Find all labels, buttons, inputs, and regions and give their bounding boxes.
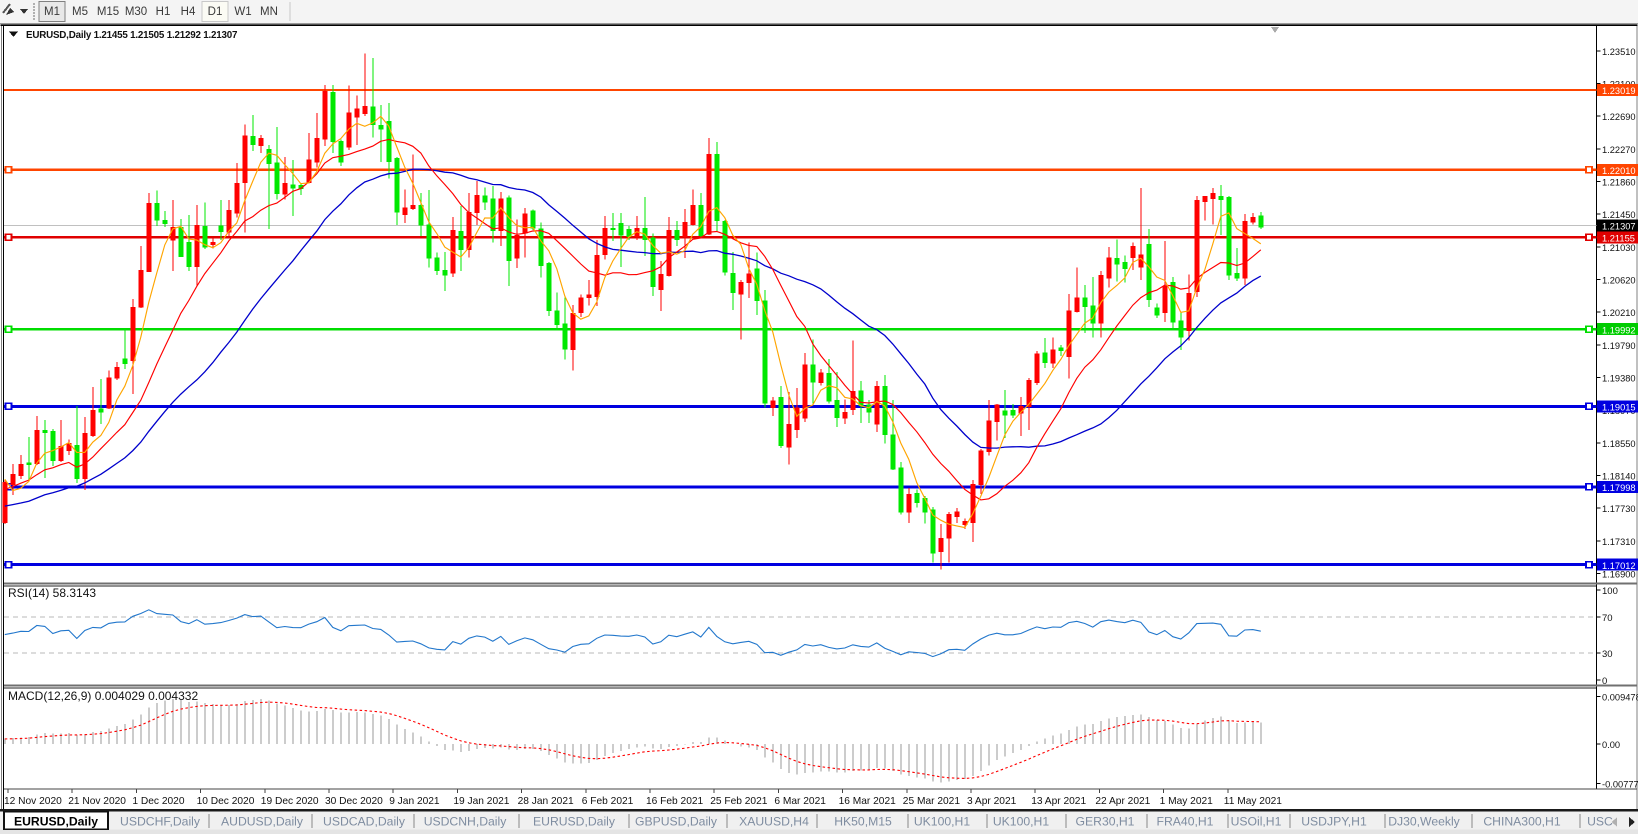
svg-text:1.22270: 1.22270 (1602, 145, 1636, 155)
svg-text:AUDUSD,Daily: AUDUSD,Daily (221, 815, 304, 829)
svg-text:10 Dec 2020: 10 Dec 2020 (197, 796, 255, 807)
svg-text:30: 30 (1602, 649, 1613, 660)
svg-text:MN: MN (260, 6, 278, 18)
svg-text:70: 70 (1602, 613, 1613, 624)
svg-text:RSI(14) 58.3143: RSI(14) 58.3143 (8, 586, 96, 600)
svg-text:1.21450: 1.21450 (1602, 210, 1636, 220)
svg-text:19 Jan 2021: 19 Jan 2021 (453, 796, 509, 807)
svg-text:1.21860: 1.21860 (1602, 178, 1636, 188)
svg-text:D1: D1 (208, 6, 223, 18)
svg-text:1.22010: 1.22010 (1602, 166, 1636, 176)
svg-text:USDCNH,Daily: USDCNH,Daily (424, 815, 508, 829)
svg-text:16 Feb 2021: 16 Feb 2021 (646, 796, 704, 807)
svg-text:28 Jan 2021: 28 Jan 2021 (518, 796, 574, 807)
svg-text:1.18550: 1.18550 (1602, 439, 1636, 449)
svg-text:DJ30,Weekly: DJ30,Weekly (1388, 815, 1460, 829)
svg-text:21 Nov 2020: 21 Nov 2020 (68, 796, 126, 807)
svg-text:1 May 2021: 1 May 2021 (1160, 796, 1214, 807)
svg-text:19 Dec 2020: 19 Dec 2020 (261, 796, 319, 807)
svg-text:M30: M30 (125, 6, 147, 18)
svg-text:1.17012: 1.17012 (1602, 561, 1636, 571)
svg-text:USOil,H1: USOil,H1 (1231, 815, 1282, 829)
svg-text:HK50,M15: HK50,M15 (834, 815, 892, 829)
svg-text:16 Mar 2021: 16 Mar 2021 (839, 796, 897, 807)
svg-text:CHINA300,H1: CHINA300,H1 (1483, 815, 1560, 829)
svg-text:1.19992: 1.19992 (1602, 325, 1636, 335)
svg-text:M5: M5 (72, 6, 88, 18)
svg-text:EURUSD,Daily: EURUSD,Daily (14, 815, 98, 829)
svg-text:30 Dec 2020: 30 Dec 2020 (325, 796, 383, 807)
svg-text:MACD(12,26,9) 0.004029 0.00433: MACD(12,26,9) 0.004029 0.004332 (8, 689, 198, 703)
svg-text:12 Nov 2020: 12 Nov 2020 (4, 796, 62, 807)
svg-text:FRA40,H1: FRA40,H1 (1157, 815, 1214, 829)
svg-text:XAUUSD,H4: XAUUSD,H4 (739, 815, 809, 829)
svg-text:1.21155: 1.21155 (1602, 234, 1635, 244)
svg-text:USDCAD,Daily: USDCAD,Daily (323, 815, 406, 829)
svg-text:22 Apr 2021: 22 Apr 2021 (1095, 796, 1150, 807)
svg-text:GER30,H1: GER30,H1 (1076, 815, 1135, 829)
svg-text:EURUSD,Daily: EURUSD,Daily (533, 815, 616, 829)
svg-text:9 Jan 2021: 9 Jan 2021 (389, 796, 440, 807)
svg-text:EURUSD,Daily 1.21455 1.21505: EURUSD,Daily 1.21455 1.21505 1.21292 1.2… (26, 30, 238, 41)
svg-text:1.20210: 1.20210 (1602, 308, 1636, 318)
svg-text:11 May 2021: 11 May 2021 (1224, 796, 1282, 807)
svg-text:25 Mar 2021: 25 Mar 2021 (903, 796, 961, 807)
svg-text:1.20620: 1.20620 (1602, 276, 1636, 286)
svg-text:6 Mar 2021: 6 Mar 2021 (774, 796, 826, 807)
svg-text:1.17730: 1.17730 (1602, 504, 1636, 514)
svg-text:1.19380: 1.19380 (1602, 374, 1636, 384)
svg-text:1 Dec 2020: 1 Dec 2020 (132, 796, 184, 807)
svg-text:1.23510: 1.23510 (1602, 47, 1636, 57)
svg-text:1.17310: 1.17310 (1602, 537, 1636, 547)
svg-text:H1: H1 (156, 6, 171, 18)
svg-text:GBPUSD,Daily: GBPUSD,Daily (635, 815, 718, 829)
svg-text:H4: H4 (181, 6, 196, 18)
svg-text:100: 100 (1602, 586, 1618, 597)
svg-text:USDJPY,H1: USDJPY,H1 (1301, 815, 1367, 829)
svg-text:M15: M15 (97, 6, 119, 18)
svg-text:W1: W1 (234, 6, 251, 18)
svg-text:0.009478: 0.009478 (1602, 693, 1638, 703)
svg-text:1.23019: 1.23019 (1602, 86, 1636, 96)
svg-text:M1: M1 (44, 6, 60, 18)
svg-text:1.19015: 1.19015 (1602, 403, 1636, 413)
svg-text:3 Apr 2021: 3 Apr 2021 (967, 796, 1017, 807)
svg-text:1.18140: 1.18140 (1602, 472, 1636, 482)
svg-text:-0.007778: -0.007778 (1602, 779, 1638, 789)
svg-text:1.22690: 1.22690 (1602, 112, 1636, 122)
svg-text:1.16900: 1.16900 (1602, 570, 1636, 580)
svg-text:13 Apr 2021: 13 Apr 2021 (1031, 796, 1086, 807)
svg-text:USDCHF,Daily: USDCHF,Daily (120, 815, 201, 829)
svg-text:6 Feb 2021: 6 Feb 2021 (582, 796, 634, 807)
svg-text:1.21307: 1.21307 (1602, 222, 1636, 232)
svg-text:UK100,H1: UK100,H1 (914, 815, 970, 829)
svg-text:1.17998: 1.17998 (1602, 483, 1636, 493)
svg-text:1.19790: 1.19790 (1602, 341, 1636, 351)
svg-text:25 Feb 2021: 25 Feb 2021 (710, 796, 768, 807)
svg-text:1.21030: 1.21030 (1602, 243, 1636, 253)
svg-text:0: 0 (1602, 676, 1607, 687)
svg-text:0.00: 0.00 (1602, 740, 1620, 750)
svg-text:UK100,H1: UK100,H1 (993, 815, 1049, 829)
svg-text:USC: USC (1587, 815, 1613, 829)
